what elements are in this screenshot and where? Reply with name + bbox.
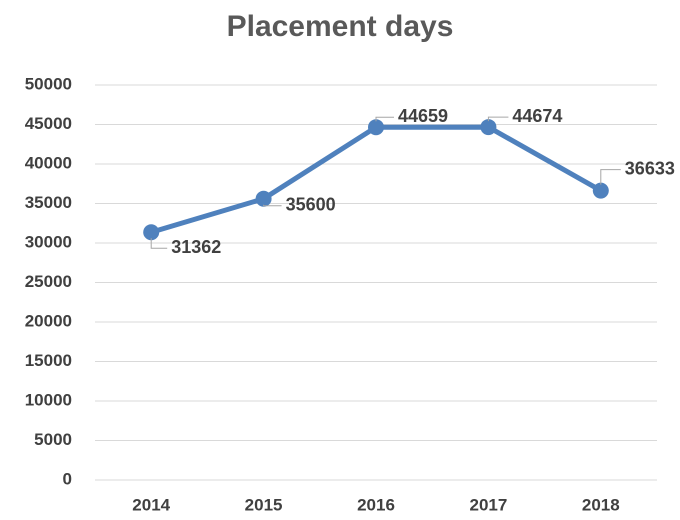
x-tick-label: 2015 bbox=[245, 495, 283, 514]
y-tick-label: 25000 bbox=[25, 272, 72, 291]
y-tick-label: 0 bbox=[63, 469, 72, 488]
marker bbox=[368, 119, 384, 135]
data-label: 35600 bbox=[286, 195, 336, 215]
y-tick-label: 35000 bbox=[25, 193, 72, 212]
marker bbox=[256, 191, 272, 207]
y-tick-label: 15000 bbox=[25, 351, 72, 370]
page: {"chart_data": {"type": "line", "title":… bbox=[0, 0, 680, 520]
marker bbox=[593, 183, 609, 199]
leader-line bbox=[601, 170, 621, 185]
marker bbox=[480, 119, 496, 135]
chart-title: Placement days bbox=[227, 10, 454, 43]
y-tick-label: 20000 bbox=[25, 311, 72, 330]
data-label: 31362 bbox=[171, 237, 221, 257]
x-tick-label: 2016 bbox=[357, 495, 395, 514]
y-tick-label: 40000 bbox=[25, 153, 72, 172]
y-tick-label: 50000 bbox=[25, 74, 72, 93]
data-label: 44674 bbox=[512, 106, 562, 126]
y-tick-label: 5000 bbox=[34, 430, 72, 449]
marker bbox=[143, 224, 159, 240]
y-tick-label: 10000 bbox=[25, 390, 72, 409]
y-tick-label: 45000 bbox=[25, 114, 72, 133]
chart: Placement days 0 5000 10000 15000 20000 25000… bbox=[0, 0, 680, 520]
x-tick-label: 2018 bbox=[582, 495, 620, 514]
y-tick-label: 30000 bbox=[25, 232, 72, 251]
data-label: 36633 bbox=[625, 158, 675, 178]
x-tick-label: 2014 bbox=[132, 495, 170, 514]
data-label: 44659 bbox=[398, 106, 448, 126]
line bbox=[151, 127, 601, 232]
x-tick-label: 2017 bbox=[469, 495, 507, 514]
